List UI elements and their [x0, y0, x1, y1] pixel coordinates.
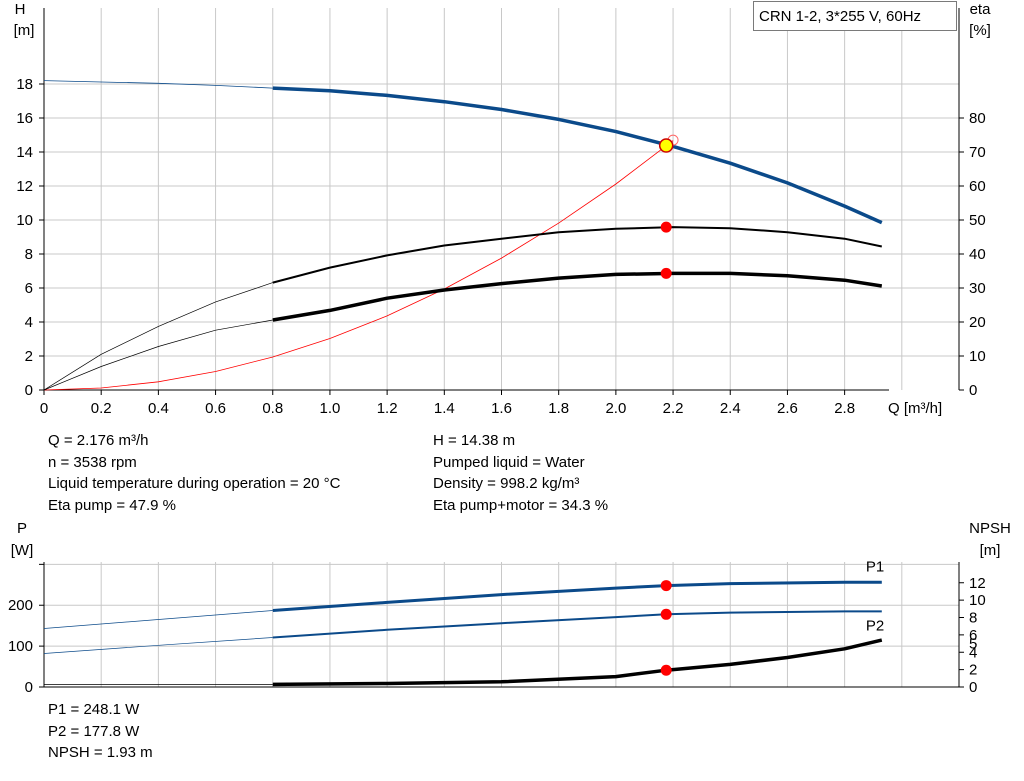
system-curve — [43, 140, 674, 391]
x-tick-label: 2.0 — [605, 400, 626, 417]
p-axis-label: P — [17, 520, 27, 537]
npsh-tick-label: 4 — [969, 644, 977, 661]
p1-series-label: P1 — [866, 558, 884, 575]
x-axis-label: Q [m³/h] — [888, 400, 942, 417]
p2-series-label: P2 — [866, 617, 884, 634]
npsh-tick-label: 5 — [969, 636, 977, 653]
eta-tick-label: 50 — [969, 212, 986, 229]
x-tick-label: 1.6 — [491, 400, 512, 417]
x-tick-label: 0.4 — [148, 400, 169, 417]
eta-tick-label: 70 — [969, 144, 986, 161]
x-tick-label: 1.0 — [320, 400, 341, 417]
x-tick-label: 2.4 — [720, 400, 741, 417]
legend-title: CRN 1-2, 3*255 V, 60Hz — [759, 8, 922, 25]
info-top-right: H = 14.38 m Pumped liquid = Water Densit… — [433, 430, 608, 516]
info-flow: Q = 2.176 m³/h — [48, 432, 149, 449]
legend-box: CRN 1-2, 3*255 V, 60Hz — [753, 1, 957, 31]
eta-pump-motor-duty-point — [660, 267, 672, 279]
eta-axis-unit: [%] — [969, 22, 991, 39]
npsh-axis-label: NPSH — [969, 520, 1011, 537]
info-bottom: P1 = 248.1 W P2 = 177.8 W NPSH = 1.93 m — [48, 699, 153, 764]
eta-pump-curve — [272, 226, 883, 284]
x-tick-label: 0.6 — [205, 400, 226, 417]
head-curve — [272, 86, 883, 225]
eta-tick-label: 10 — [969, 348, 986, 365]
eta-pump-curve-extrapolated — [43, 282, 273, 391]
info-p1: P1 = 248.1 W — [48, 701, 140, 718]
info-top-left: Q = 2.176 m³/h n = 3538 rpm Liquid tempe… — [48, 430, 340, 516]
x-tick-label: 2.6 — [777, 400, 798, 417]
eta-tick-label: 30 — [969, 280, 986, 297]
p-tick-label: 100 — [8, 638, 33, 655]
info-liquid-temperature: Liquid temperature during operation = 20… — [48, 475, 341, 492]
h-tick-label: 16 — [16, 110, 33, 127]
info-head: H = 14.38 m — [433, 432, 516, 449]
p2-curve — [272, 610, 882, 639]
h-tick-label: 14 — [16, 144, 33, 161]
info-density: Density = 998.2 kg/m³ — [433, 475, 580, 492]
h-tick-label: 2 — [25, 348, 33, 365]
h-tick-label: 8 — [25, 246, 33, 263]
p1-duty-point — [660, 580, 672, 592]
info-npsh: NPSH = 1.93 m — [48, 744, 153, 761]
npsh-tick-label: 6 — [969, 627, 977, 644]
h-tick-label: 6 — [25, 280, 33, 297]
x-tick-label: 1.4 — [434, 400, 455, 417]
x-tick-label: 0.2 — [91, 400, 112, 417]
npsh-curve — [272, 638, 883, 687]
info-p2: P2 = 177.8 W — [48, 722, 140, 740]
x-tick-label: 1.2 — [377, 400, 398, 417]
npsh-tick-label: 0 — [969, 679, 977, 696]
eta-tick-label: 20 — [969, 314, 986, 331]
npsh-duty-point — [660, 664, 672, 676]
npsh-tick-label: 12 — [969, 575, 986, 592]
p-axis-unit: [W] — [11, 542, 34, 559]
eta-axis-label: eta — [970, 1, 992, 18]
x-tick-label: 0 — [40, 400, 48, 417]
eta-tick-label: 80 — [969, 110, 986, 127]
p2-curve-extrapolated — [43, 637, 273, 654]
h-tick-label: 12 — [16, 178, 33, 195]
p-tick-label: 200 — [8, 597, 33, 614]
p1-curve — [272, 580, 882, 612]
eta-tick-label: 60 — [969, 178, 986, 195]
npsh-tick-label: 2 — [969, 662, 977, 679]
h-tick-label: 0 — [25, 382, 33, 399]
x-tick-label: 0.8 — [262, 400, 283, 417]
info-speed: n = 3538 rpm — [48, 453, 137, 471]
eta-pump-motor-curve — [272, 271, 883, 322]
info-pumped-liquid: Pumped liquid = Water — [433, 453, 585, 471]
eta-pump-motor-curve-extrapolated — [43, 319, 273, 391]
h-axis-label: H — [15, 1, 26, 18]
h-tick-label: 4 — [25, 314, 33, 331]
eta-tick-label: 40 — [969, 246, 986, 263]
head-duty-point — [658, 138, 674, 153]
p2-duty-point — [660, 608, 672, 620]
h-tick-label: 10 — [16, 212, 33, 229]
npsh-axis-unit: [m] — [980, 542, 1001, 559]
info-eta-pump-motor: Eta pump+motor = 34.3 % — [433, 496, 609, 514]
eta-pump-duty-point — [660, 221, 672, 233]
h-tick-label: 18 — [16, 76, 33, 93]
npsh-tick-label: 8 — [969, 610, 977, 627]
info-eta-pump: Eta pump = 47.9 % — [48, 496, 176, 514]
p1-curve-extrapolated — [43, 610, 273, 629]
p-tick-label: 0 — [25, 679, 33, 696]
x-tick-label: 2.8 — [834, 400, 855, 417]
head-curve-extrapolated — [43, 80, 273, 89]
npsh-tick-label: 10 — [969, 592, 986, 609]
eta-tick-label: 0 — [969, 382, 977, 399]
h-axis-unit: [m] — [14, 22, 35, 39]
x-tick-label: 2.2 — [663, 400, 684, 417]
x-tick-label: 1.8 — [548, 400, 569, 417]
